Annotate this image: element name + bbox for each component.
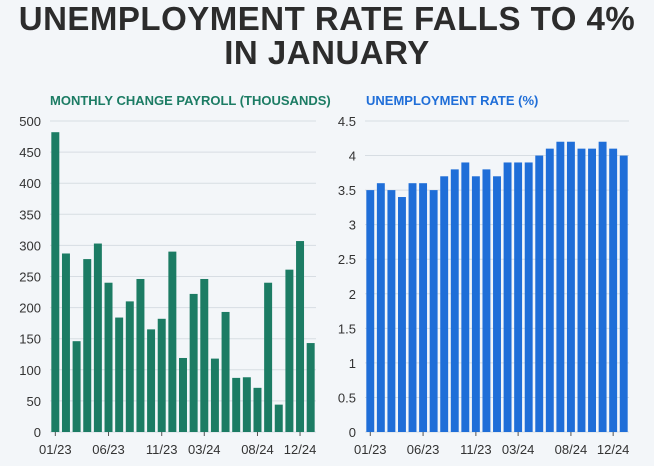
unemployment-ytick-label: 4 — [349, 149, 356, 164]
payroll-ytick-label: 400 — [19, 176, 41, 191]
payroll-bar — [274, 404, 283, 432]
unemployment-chart-title: UNEMPLOYMENT RATE (%) — [366, 93, 539, 108]
payroll-bar — [200, 278, 209, 432]
unemployment-ytick-label: 1.5 — [338, 321, 356, 336]
payroll-ytick-label: 300 — [19, 238, 41, 253]
payroll-bar — [168, 251, 177, 432]
unemployment-bar — [482, 169, 491, 432]
payroll-xtick-label: 12/24 — [284, 442, 317, 457]
unemployment-ytick-label: 2.5 — [338, 252, 356, 267]
unemployment-bar — [493, 176, 501, 432]
unemployment-bar — [450, 169, 459, 432]
payroll-xtick-label: 11/23 — [146, 442, 178, 457]
unemployment-bar — [566, 141, 575, 432]
payroll-ytick-label: 100 — [19, 363, 41, 378]
unemployment-ytick-label: 1 — [349, 356, 356, 371]
payroll-bar — [125, 301, 134, 432]
payroll-bar — [264, 282, 273, 432]
payroll-bar — [61, 253, 70, 432]
unemployment-bar — [556, 141, 565, 432]
payroll-bar — [104, 282, 113, 432]
unemployment-xtick-label: 01/23 — [354, 442, 387, 457]
payroll-ytick-label: 250 — [19, 270, 41, 285]
unemployment-ytick-label: 3 — [349, 218, 356, 233]
unemployment-bar — [440, 176, 449, 432]
unemployment-ytick-label: 2 — [349, 287, 356, 302]
unemployment-ytick-label: 0 — [349, 425, 356, 440]
unemployment-bar — [398, 197, 406, 432]
payroll-bar — [51, 132, 60, 433]
payroll-bar — [232, 377, 241, 432]
unemployment-bar — [598, 141, 607, 432]
payroll-bar — [179, 357, 187, 432]
payroll-ytick-label: 150 — [19, 332, 41, 347]
unemployment-bar — [609, 148, 618, 432]
unemployment-bar — [588, 148, 596, 432]
payroll-bar — [306, 343, 315, 432]
unemployment-bar — [524, 162, 533, 432]
payroll-xtick-label: 01/23 — [39, 442, 72, 457]
unemployment-ytick-label: 0.5 — [338, 390, 356, 405]
payroll-bar — [93, 243, 102, 432]
payroll-ytick-label: 50 — [27, 394, 41, 409]
unemployment-bar — [514, 162, 523, 432]
unemployment-bar — [577, 148, 586, 432]
payroll-ytick-label: 450 — [19, 145, 41, 160]
payroll-ytick-label: 0 — [34, 425, 41, 440]
unemployment-bar — [471, 176, 480, 432]
payroll-bar — [83, 259, 92, 432]
payroll-ytick-label: 350 — [19, 207, 41, 222]
payroll-bar — [285, 269, 294, 432]
payroll-bar — [296, 241, 305, 432]
payroll-bar — [253, 387, 262, 432]
payroll-bar — [136, 278, 145, 432]
unemployment-bar — [545, 148, 554, 432]
payroll-bar — [147, 329, 156, 432]
payroll-bar — [157, 318, 166, 432]
unemployment-xtick-label: 11/23 — [460, 442, 492, 457]
unemployment-xtick-label: 12/24 — [597, 442, 630, 457]
unemployment-bar — [419, 183, 428, 432]
unemployment-bar — [408, 183, 417, 432]
payroll-ytick-label: 500 — [19, 114, 41, 129]
payroll-chart-title: MONTHLY CHANGE PAYROLL (THOUSANDS) — [50, 93, 331, 108]
unemployment-ytick-label: 4.5 — [338, 114, 356, 129]
unemployment-ytick-label: 3.5 — [338, 183, 356, 198]
payroll-bar — [115, 317, 124, 432]
payroll-bar — [221, 311, 230, 432]
payroll-bar — [189, 293, 198, 432]
unemployment-xtick-label: 06/23 — [407, 442, 440, 457]
payroll-bar — [242, 377, 251, 432]
unemployment-bar — [503, 162, 512, 432]
unemployment-bar — [429, 190, 438, 432]
unemployment-bar — [366, 190, 375, 432]
payroll-ytick-label: 200 — [19, 301, 41, 316]
payroll-bar — [72, 341, 81, 432]
unemployment-bar — [376, 183, 385, 432]
unemployment-bar — [387, 190, 396, 432]
unemployment-xtick-label: 08/24 — [555, 442, 588, 457]
payroll-bar — [210, 358, 219, 432]
unemployment-xtick-label: 03/24 — [502, 442, 535, 457]
payroll-xtick-label: 08/24 — [241, 442, 274, 457]
unemployment-bar — [461, 162, 470, 432]
payroll-xtick-label: 06/23 — [92, 442, 125, 457]
unemployment-bar — [619, 155, 628, 433]
unemployment-bar — [535, 155, 544, 433]
headline: UNEMPLOYMENT RATE FALLS TO 4% IN JANUARY — [18, 0, 636, 71]
payroll-xtick-label: 03/24 — [188, 442, 221, 457]
